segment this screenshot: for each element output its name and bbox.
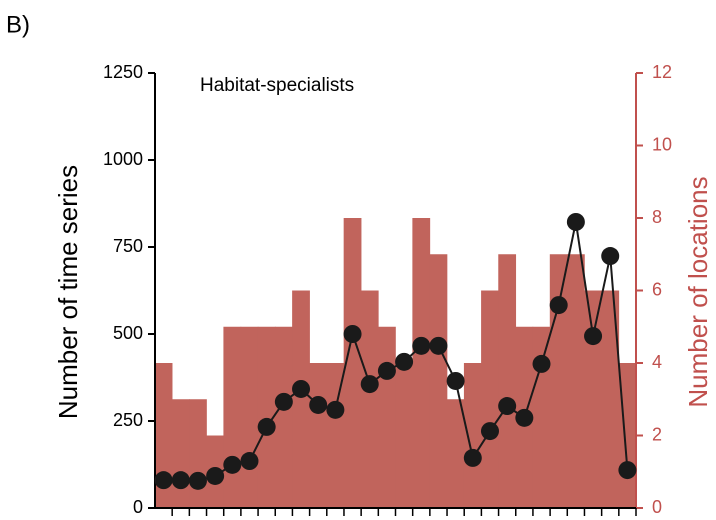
y-tick-label: 250 xyxy=(113,410,143,430)
bar xyxy=(395,363,413,508)
point xyxy=(377,361,396,380)
bar xyxy=(549,254,568,508)
point xyxy=(154,471,173,490)
bar xyxy=(292,290,310,508)
bar xyxy=(446,399,465,508)
point xyxy=(171,471,190,490)
point xyxy=(223,455,242,474)
bar xyxy=(378,326,396,508)
point xyxy=(412,336,431,355)
bar xyxy=(566,254,585,508)
point xyxy=(206,466,225,485)
point xyxy=(601,247,620,266)
point xyxy=(498,397,517,416)
bar xyxy=(154,363,173,508)
chart-title: Habitat-specialists xyxy=(200,75,354,96)
bar xyxy=(584,290,602,508)
y-tick-label: 0 xyxy=(133,497,143,517)
y2-tick-label: 0 xyxy=(652,497,662,517)
bar xyxy=(189,399,207,508)
point xyxy=(240,452,259,471)
point xyxy=(480,422,499,441)
y2-axis-title: Number of locations xyxy=(683,176,713,407)
y2-tick-label: 4 xyxy=(652,352,662,372)
bar xyxy=(223,326,242,508)
point xyxy=(395,352,414,371)
y-tick-label: 1000 xyxy=(103,149,143,169)
y-tick-label: 750 xyxy=(113,236,143,256)
point xyxy=(584,327,603,346)
y2-tick-label: 10 xyxy=(652,134,672,154)
point xyxy=(292,379,311,398)
bar xyxy=(360,290,379,508)
bar xyxy=(240,326,259,508)
bar xyxy=(532,326,551,508)
point xyxy=(274,392,293,411)
point xyxy=(309,395,328,414)
point xyxy=(257,417,276,436)
bar xyxy=(412,218,431,508)
point xyxy=(463,448,482,467)
panel-label: B) xyxy=(6,11,30,38)
point xyxy=(429,336,448,355)
bar xyxy=(463,363,482,508)
bar xyxy=(309,363,328,508)
bar xyxy=(343,218,362,508)
point xyxy=(549,296,568,315)
point xyxy=(566,212,585,231)
bar xyxy=(257,326,276,508)
point xyxy=(360,375,379,394)
point xyxy=(618,461,637,480)
y2-tick-label: 2 xyxy=(652,424,662,444)
bar xyxy=(429,254,448,508)
bar xyxy=(601,290,620,508)
y2-tick-label: 8 xyxy=(652,207,662,227)
bar xyxy=(171,399,190,508)
point xyxy=(446,371,465,390)
point xyxy=(532,354,551,373)
bar xyxy=(481,290,499,508)
bar xyxy=(274,326,293,508)
bar xyxy=(326,363,345,508)
point xyxy=(515,408,534,427)
point xyxy=(326,400,345,419)
point xyxy=(188,471,207,490)
y-tick-label: 500 xyxy=(113,323,143,343)
y-axis-title: Number of time series xyxy=(53,165,83,419)
y-tick-label: 1250 xyxy=(103,62,143,82)
y2-tick-label: 12 xyxy=(652,62,672,82)
bar xyxy=(498,254,517,508)
point xyxy=(343,325,362,343)
y2-tick-label: 6 xyxy=(652,279,662,299)
